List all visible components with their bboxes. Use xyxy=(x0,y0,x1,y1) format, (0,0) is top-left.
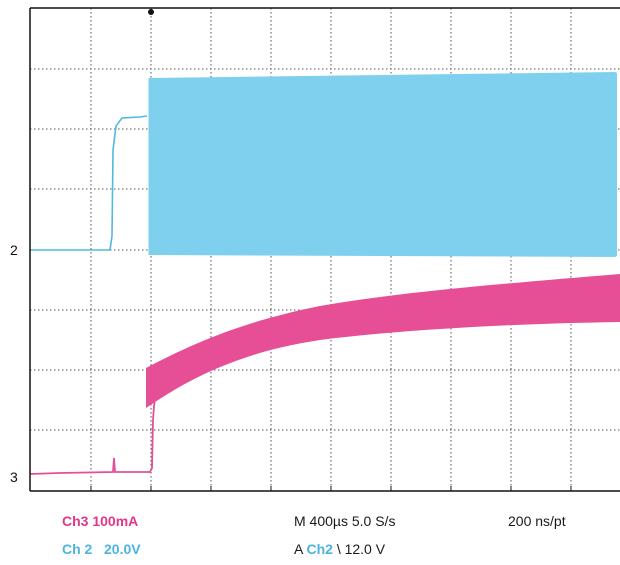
trigger-prefix: A xyxy=(294,541,303,557)
timebase-readout: M 400µs 5.0 S/s xyxy=(294,513,396,529)
ch3-edge-trace xyxy=(29,397,156,475)
ch2-scale-label: Ch 2 20.0V xyxy=(62,541,141,557)
trigger-position-marker xyxy=(148,9,154,15)
ch2-marker: 2 xyxy=(10,242,18,258)
trigger-readout: A Ch2 \ 12.0 V xyxy=(294,541,385,557)
trigger-level: \ 12.0 V xyxy=(336,541,386,557)
resolution-readout: 200 ns/pt xyxy=(508,513,566,529)
ch2-edge-trace xyxy=(30,115,148,251)
ch2-switching-band xyxy=(149,72,617,257)
ch3-scale-label: Ch3 100mA xyxy=(62,513,139,529)
ch3-marker: 3 xyxy=(10,469,18,485)
ch3-current-band xyxy=(146,274,620,408)
waveform-traces xyxy=(29,72,620,475)
trigger-channel: Ch2 xyxy=(306,541,333,557)
graticule-frame xyxy=(29,7,620,492)
